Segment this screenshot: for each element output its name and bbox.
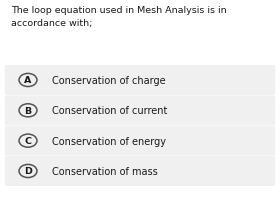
Text: B: B	[24, 106, 32, 115]
FancyBboxPatch shape	[5, 156, 275, 186]
Text: A: A	[24, 76, 32, 85]
Circle shape	[19, 134, 37, 147]
Circle shape	[19, 104, 37, 117]
FancyBboxPatch shape	[5, 96, 275, 126]
Text: C: C	[25, 136, 31, 145]
FancyBboxPatch shape	[5, 66, 275, 95]
FancyBboxPatch shape	[5, 126, 275, 156]
Text: The loop equation used in Mesh Analysis is in
accordance with;: The loop equation used in Mesh Analysis …	[11, 6, 227, 28]
Text: Conservation of charge: Conservation of charge	[52, 76, 165, 85]
Circle shape	[19, 165, 37, 178]
Text: Conservation of energy: Conservation of energy	[52, 136, 166, 146]
Text: Conservation of current: Conservation of current	[52, 106, 167, 116]
Text: D: D	[24, 167, 32, 176]
Text: Conservation of mass: Conservation of mass	[52, 166, 158, 176]
Circle shape	[19, 74, 37, 87]
